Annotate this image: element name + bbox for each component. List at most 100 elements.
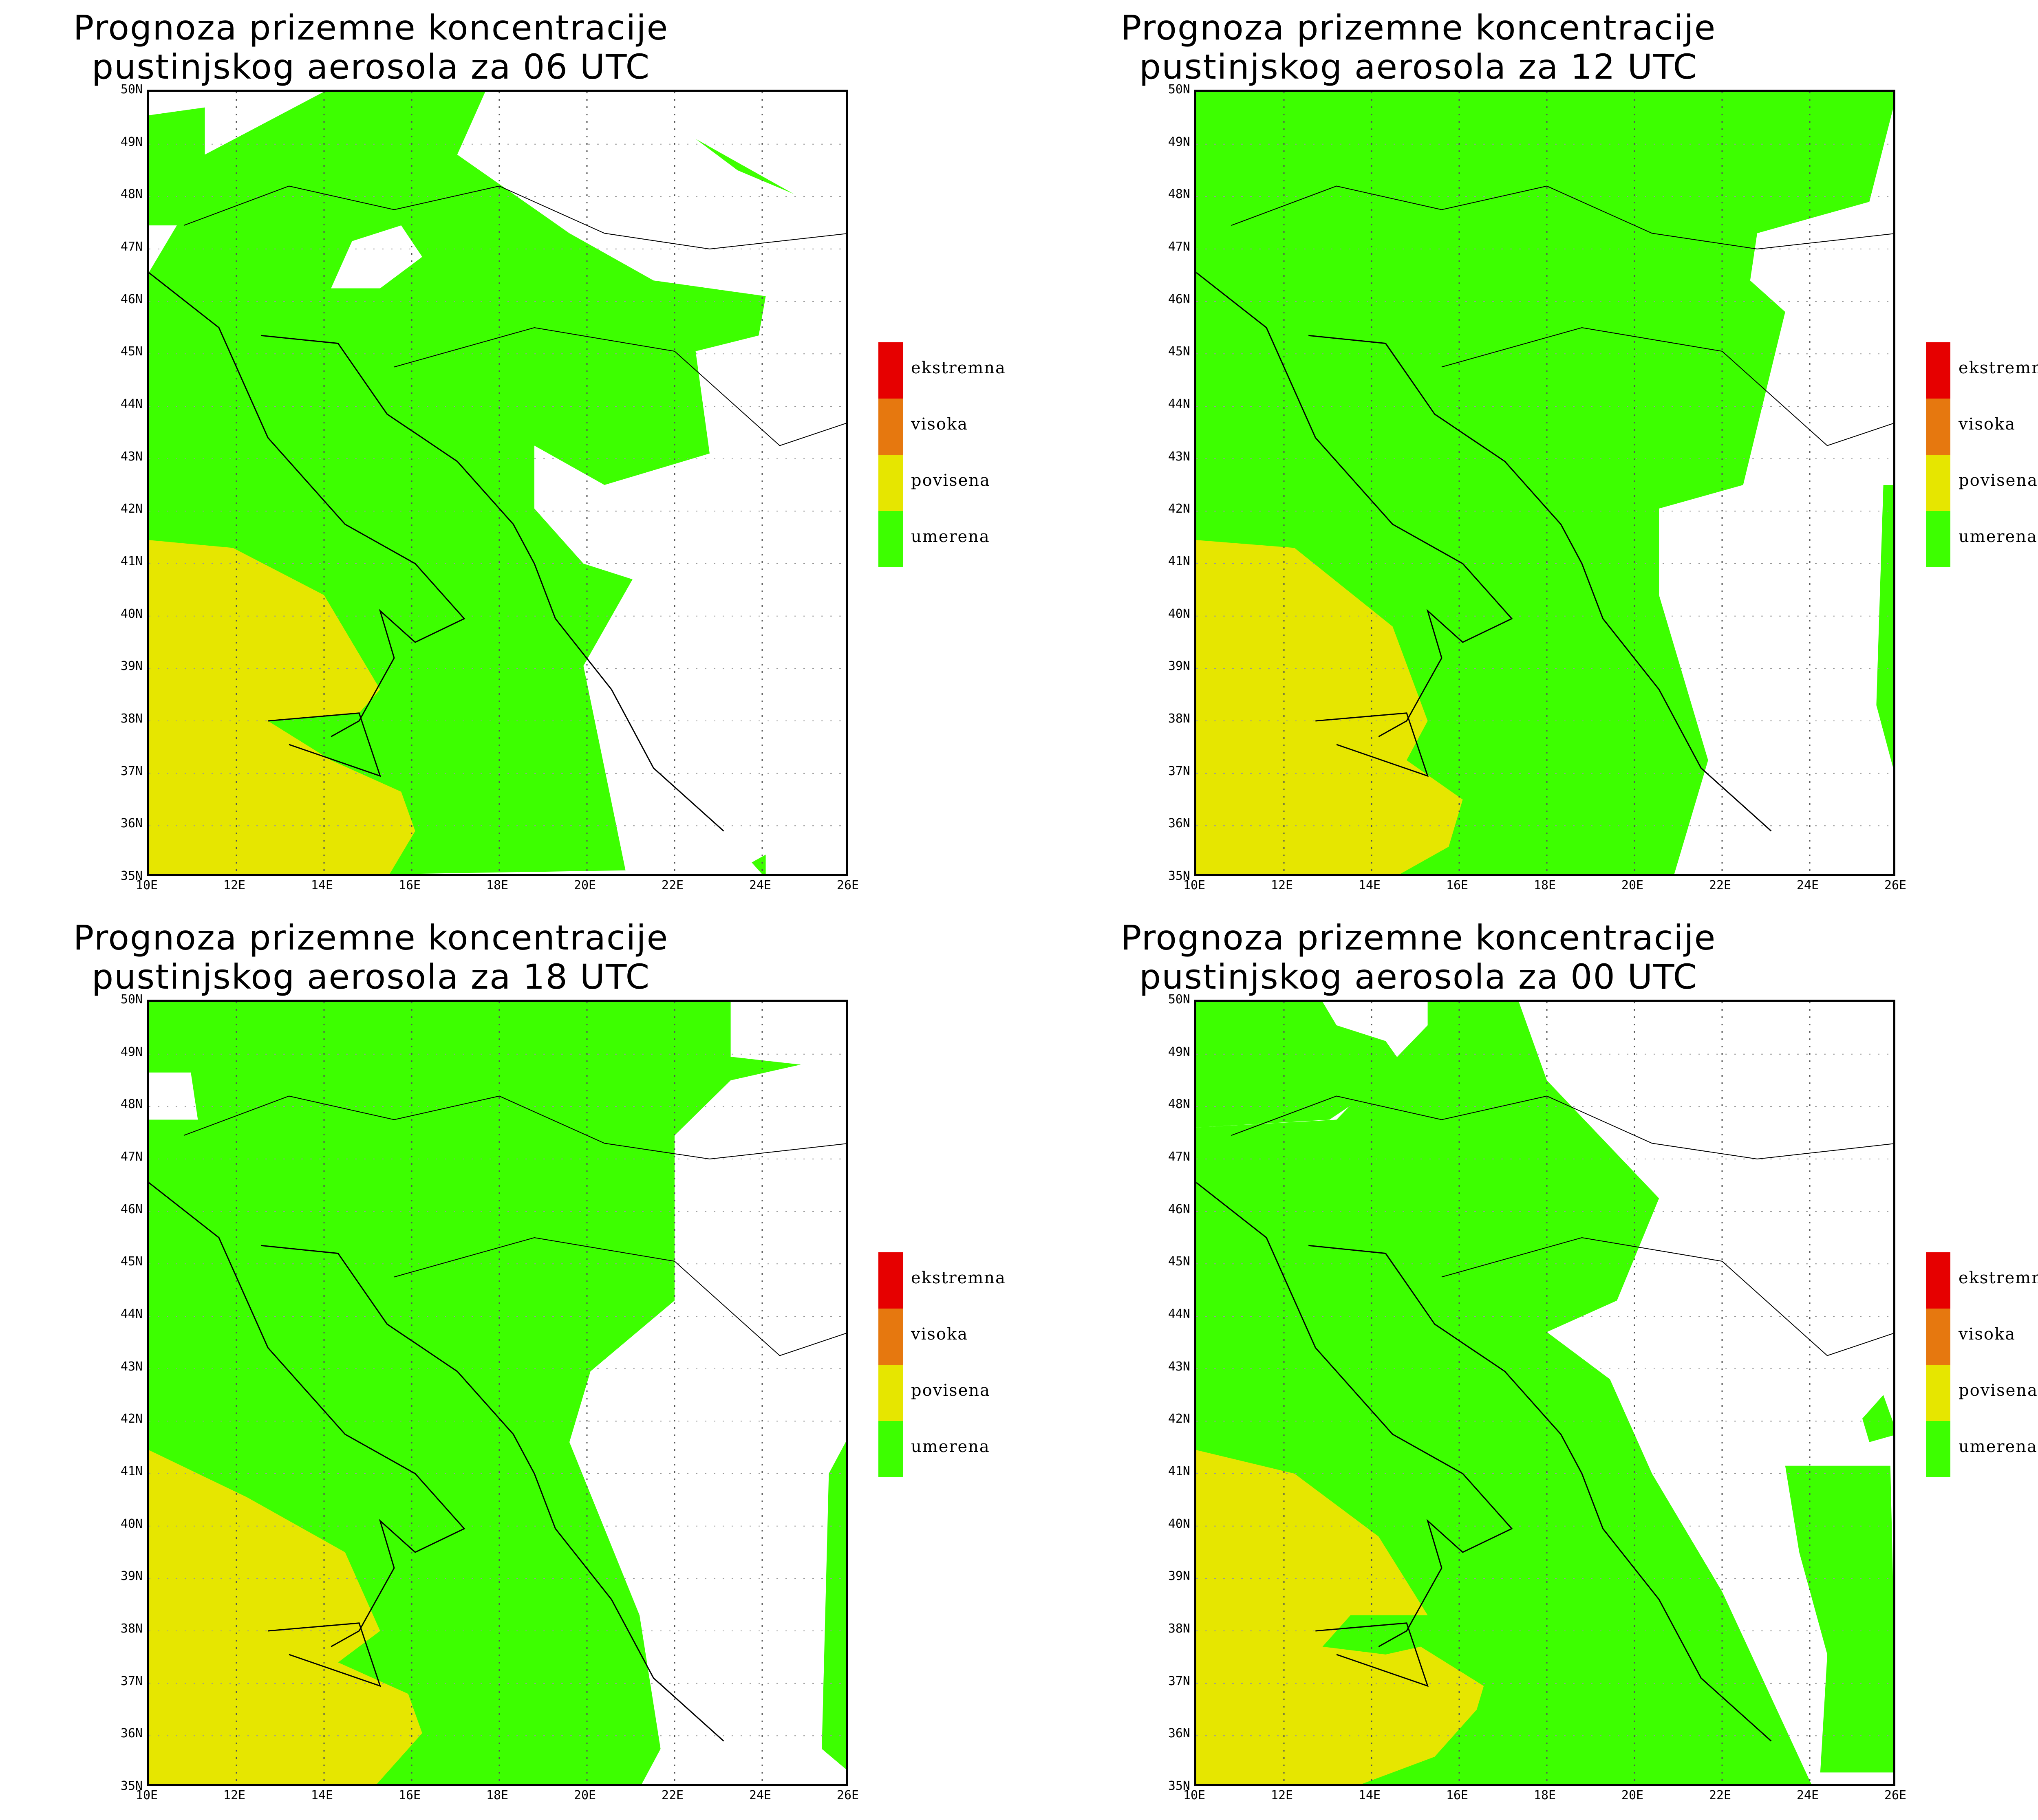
legend-swatch: [1926, 1252, 1950, 1309]
lon-tick-label: 18E: [486, 1788, 509, 1802]
lat-tick-label: 50N: [120, 82, 143, 97]
lat-tick-label: 49N: [1168, 134, 1190, 149]
lat-tick-label: 50N: [1168, 992, 1190, 1007]
legend-label: povisena: [911, 1381, 990, 1400]
lat-tick-label: 38N: [1168, 712, 1190, 726]
lon-tick-label: 12E: [1270, 878, 1293, 892]
legend-swatch: [1926, 1309, 1950, 1365]
legend-swatch: [878, 1421, 903, 1477]
coastline-italy: [149, 1182, 465, 1647]
border-line: [1231, 185, 1893, 250]
legend-swatch: [1926, 399, 1950, 455]
lat-tick-label: 36N: [1168, 816, 1190, 831]
legend-label: povisena: [911, 471, 990, 490]
legend-swatch: [878, 511, 903, 567]
legend-label: visoka: [911, 415, 968, 434]
lat-tick-label: 40N: [120, 1516, 143, 1531]
lat-tick-label: 39N: [120, 659, 143, 674]
border-line: [183, 1095, 846, 1160]
lat-tick-label: 41N: [120, 1464, 143, 1478]
lat-tick-label: 42N: [1168, 1412, 1190, 1426]
border-line: [394, 327, 846, 446]
legend-label: ekstremna: [1959, 1269, 2038, 1287]
coastline-balkans: [261, 335, 724, 832]
legend-swatch: [1926, 342, 1950, 399]
lat-tick-label: 39N: [120, 1569, 143, 1584]
lat-tick-label: 46N: [1168, 292, 1190, 306]
lat-tick-label: 46N: [1168, 1202, 1190, 1216]
legend-label: visoka: [1959, 1325, 2016, 1344]
coastline-italy: [1196, 1182, 1513, 1647]
lat-tick-label: 45N: [1168, 344, 1190, 359]
lon-tick-label: 12E: [223, 878, 246, 892]
lat-tick-label: 39N: [1168, 659, 1190, 674]
coastline-sicily: [268, 1622, 381, 1687]
forecast-panel: Prognoza prizemne koncentracije pustinjsk…: [1048, 910, 2038, 1820]
lat-tick-label: 38N: [120, 1622, 143, 1636]
lon-tick-label: 14E: [311, 878, 333, 892]
lat-tick-label: 43N: [120, 1359, 143, 1374]
lon-tick-label: 22E: [1709, 878, 1731, 892]
legend-swatch: [878, 1365, 903, 1421]
legend-label: umerena: [1959, 527, 2038, 546]
lon-tick-label: 20E: [573, 1788, 596, 1802]
lon-tick-label: 14E: [1358, 878, 1381, 892]
lon-tick-label: 18E: [486, 878, 509, 892]
lat-tick-label: 50N: [120, 992, 143, 1007]
lat-tick-label: 49N: [120, 1044, 143, 1059]
lon-tick-label: 22E: [661, 878, 684, 892]
lon-tick-label: 20E: [573, 878, 596, 892]
lon-tick-label: 26E: [836, 878, 859, 892]
lat-tick-label: 48N: [120, 1097, 143, 1112]
panel-title-line1: Prognoza prizemne koncentracije: [1120, 8, 1716, 48]
lat-tick-label: 42N: [1168, 502, 1190, 516]
lat-tick-label: 37N: [1168, 1674, 1190, 1688]
map-canvas: [149, 1002, 846, 1784]
legend-label: ekstremna: [1959, 359, 2038, 377]
lat-tick-label: 35N: [1168, 869, 1190, 883]
panel-title-line1: Prognoza prizemne koncentracije: [73, 8, 669, 48]
lat-tick-label: 40N: [1168, 1516, 1190, 1531]
lat-tick-label: 43N: [1168, 1359, 1190, 1374]
lon-tick-label: 18E: [1533, 878, 1556, 892]
panel-title: Prognoza prizemne koncentracije pustinjsk…: [0, 8, 742, 126]
legend-label: povisena: [1959, 1381, 2038, 1400]
lon-tick-label: 22E: [661, 1788, 684, 1802]
lon-tick-label: 20E: [1621, 1788, 1644, 1802]
lat-tick-label: 35N: [1168, 1779, 1190, 1793]
lon-tick-label: 10E: [1183, 878, 1206, 892]
legend-swatch: [1926, 1365, 1950, 1421]
legend-swatch: [1926, 455, 1950, 511]
legend-swatch: [878, 399, 903, 455]
legend-swatch: [1926, 511, 1950, 567]
lat-tick-label: 37N: [1168, 764, 1190, 778]
legend-swatch: [878, 1309, 903, 1365]
lon-tick-label: 14E: [311, 1788, 333, 1802]
lat-tick-label: 49N: [120, 134, 143, 149]
lon-tick-label: 12E: [223, 1788, 246, 1802]
coastline-balkans: [1308, 335, 1772, 832]
lon-tick-label: 12E: [1270, 1788, 1293, 1802]
lat-tick-label: 45N: [120, 1254, 143, 1269]
coastline-sicily: [1315, 712, 1429, 777]
lat-tick-label: 48N: [1168, 1097, 1190, 1112]
lat-tick-label: 44N: [120, 1307, 143, 1321]
legend-label: umerena: [911, 1437, 990, 1456]
lon-tick-label: 24E: [1796, 878, 1819, 892]
lon-tick-label: 16E: [1446, 1788, 1469, 1802]
lat-tick-label: 46N: [120, 292, 143, 306]
lon-tick-label: 10E: [135, 1788, 158, 1802]
lat-tick-label: 46N: [120, 1202, 143, 1216]
lat-tick-label: 36N: [120, 1726, 143, 1741]
lat-tick-label: 35N: [120, 1779, 143, 1793]
lat-tick-label: 45N: [1168, 1254, 1190, 1269]
forecast-panel: Prognoza prizemne koncentracije pustinjsk…: [0, 910, 1043, 1820]
lat-tick-label: 36N: [120, 816, 143, 831]
lat-tick-label: 43N: [1168, 449, 1190, 464]
lon-tick-label: 24E: [749, 878, 772, 892]
lat-tick-label: 41N: [1168, 1464, 1190, 1478]
coastline-italy: [1196, 272, 1513, 737]
lon-tick-label: 24E: [749, 1788, 772, 1802]
coastline-balkans: [1308, 1245, 1772, 1742]
legend-label: umerena: [911, 527, 990, 546]
